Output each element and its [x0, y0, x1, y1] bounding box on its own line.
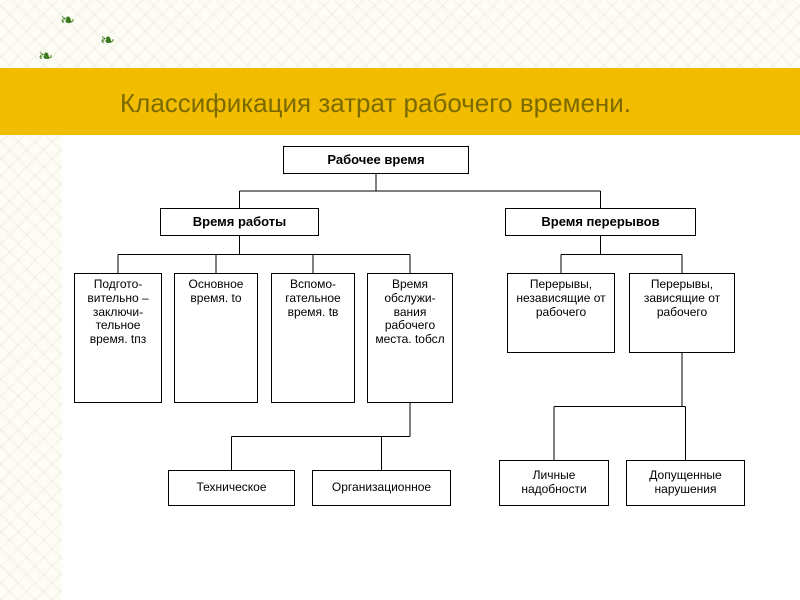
node-viol: Допущенные нарушения — [626, 460, 745, 506]
node-br-dep: Перерывы, зависящие от рабочего — [629, 273, 735, 353]
node-tech: Техническое — [168, 470, 295, 506]
leaf-icon: ❧ — [38, 46, 53, 67]
node-root: Рабочее время — [283, 146, 469, 174]
node-serv: Время обслужи-вания рабочего места. tобс… — [367, 273, 453, 403]
node-org: Организационное — [312, 470, 451, 506]
node-aux: Вспомо-гательное время. tв — [271, 273, 355, 403]
node-main: Основное время. tо — [174, 273, 258, 403]
node-work: Время работы — [160, 208, 319, 236]
node-br-ind: Перерывы, независящие от рабочего — [507, 273, 615, 353]
node-pers: Личные надобности — [499, 460, 609, 506]
slide: ❧ ❧ ❧ Классификация затрат рабочего врем… — [0, 0, 800, 600]
leaf-icon: ❧ — [100, 30, 115, 51]
leaf-icon: ❧ — [60, 10, 75, 31]
node-breaks: Время перерывов — [505, 208, 696, 236]
slide-title: Классификация затрат рабочего времени. — [120, 88, 631, 119]
node-prep: Подгото-вительно – заключи-тельное время… — [74, 273, 162, 403]
